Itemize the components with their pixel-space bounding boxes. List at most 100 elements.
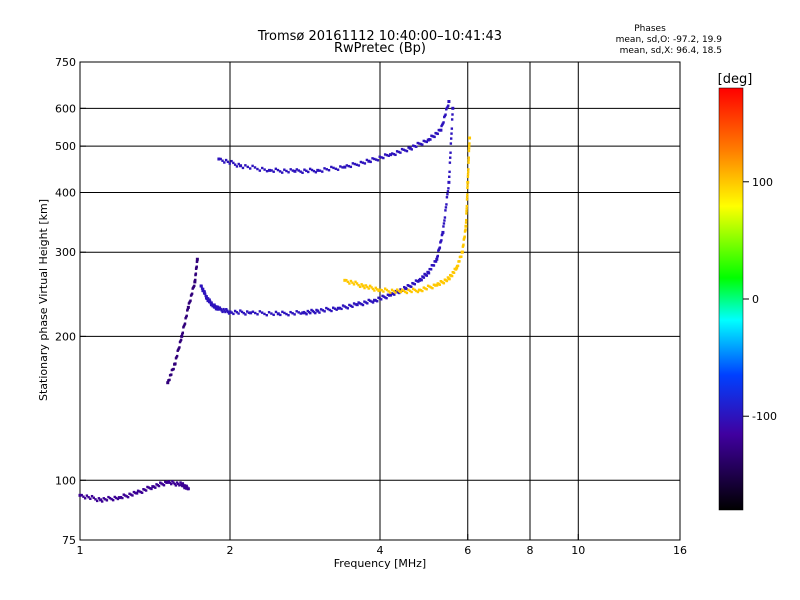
data-point xyxy=(466,170,470,174)
colorbar-ticks: 100 0 -100 xyxy=(743,176,777,423)
data-point xyxy=(424,287,427,290)
data-point xyxy=(253,166,257,169)
data-point xyxy=(433,135,436,139)
y-tick-label: 600 xyxy=(55,102,76,115)
data-point xyxy=(465,207,468,210)
data-point xyxy=(461,250,464,254)
data-point xyxy=(450,127,454,130)
data-point xyxy=(371,157,374,160)
data-point xyxy=(111,498,115,502)
data-point xyxy=(361,161,365,164)
data-point xyxy=(386,293,390,296)
data-point xyxy=(338,306,342,310)
data-point xyxy=(444,113,447,116)
data-point xyxy=(336,168,340,171)
data-point xyxy=(181,331,185,334)
x-axis-label: Frequency [MHz] xyxy=(334,557,426,570)
data-point xyxy=(451,113,454,116)
data-point xyxy=(219,307,222,311)
data-point xyxy=(405,291,409,295)
data-point xyxy=(219,157,222,161)
data-point xyxy=(435,257,439,261)
data-point xyxy=(466,193,469,196)
data-point xyxy=(345,164,349,167)
data-point xyxy=(349,165,353,169)
data-points xyxy=(78,100,472,503)
data-point xyxy=(142,488,145,491)
stats-heading: Phases xyxy=(634,24,666,34)
data-point xyxy=(213,304,217,308)
data-point xyxy=(466,175,470,179)
data-point xyxy=(334,167,338,171)
data-point xyxy=(422,139,425,143)
data-point xyxy=(140,491,144,494)
data-point xyxy=(445,196,449,199)
stats-line-x: mean, sd,X: 96.4, 18.5 xyxy=(620,46,722,56)
data-point xyxy=(368,299,372,302)
data-point xyxy=(349,279,353,283)
data-point xyxy=(368,284,372,288)
x-tick-label: 6 xyxy=(464,544,471,557)
data-point xyxy=(355,282,359,285)
data-point xyxy=(434,260,438,263)
data-point xyxy=(449,137,453,140)
data-point xyxy=(358,285,362,289)
data-point xyxy=(330,165,333,169)
data-point xyxy=(364,284,368,287)
data-point xyxy=(360,302,363,306)
data-point xyxy=(390,152,394,155)
data-point xyxy=(285,312,288,316)
data-point xyxy=(385,153,389,157)
data-point xyxy=(330,309,333,313)
data-point xyxy=(402,148,405,151)
data-point xyxy=(184,315,188,319)
data-point xyxy=(256,313,259,316)
data-point xyxy=(310,308,313,312)
data-point xyxy=(289,310,292,314)
data-point xyxy=(464,224,468,228)
data-point xyxy=(227,312,231,315)
data-point xyxy=(216,305,220,308)
data-point xyxy=(194,278,197,282)
data-point xyxy=(399,151,402,154)
data-point xyxy=(254,311,257,315)
data-point xyxy=(78,493,82,497)
data-point xyxy=(384,296,387,299)
data-point xyxy=(343,305,346,308)
data-point xyxy=(464,228,467,231)
data-point xyxy=(146,485,149,489)
data-point xyxy=(466,184,469,187)
y-tick-label: 400 xyxy=(55,186,76,199)
data-point xyxy=(265,314,268,317)
data-point xyxy=(233,163,237,166)
data-point xyxy=(323,167,326,170)
data-point xyxy=(446,190,450,193)
data-point xyxy=(336,306,340,310)
data-point xyxy=(378,155,381,158)
data-point xyxy=(261,166,264,170)
data-point xyxy=(325,306,328,310)
data-point xyxy=(371,287,375,291)
data-point xyxy=(444,206,448,209)
data-point xyxy=(299,312,302,315)
data-point xyxy=(455,266,459,270)
data-point xyxy=(318,311,321,314)
data-point xyxy=(366,302,369,305)
data-point xyxy=(442,282,446,285)
data-point xyxy=(361,284,365,288)
data-point xyxy=(276,312,280,316)
data-point xyxy=(445,279,449,283)
data-point xyxy=(183,484,187,487)
data-point xyxy=(397,289,401,293)
data-point xyxy=(458,260,461,263)
data-point xyxy=(247,311,251,314)
data-point xyxy=(237,162,240,166)
data-point xyxy=(311,309,314,313)
data-point xyxy=(287,171,290,174)
data-point xyxy=(157,484,161,488)
data-point xyxy=(217,157,221,161)
data-point xyxy=(408,146,412,150)
data-point xyxy=(179,481,182,484)
data-point xyxy=(442,222,446,225)
data-point xyxy=(285,169,288,173)
